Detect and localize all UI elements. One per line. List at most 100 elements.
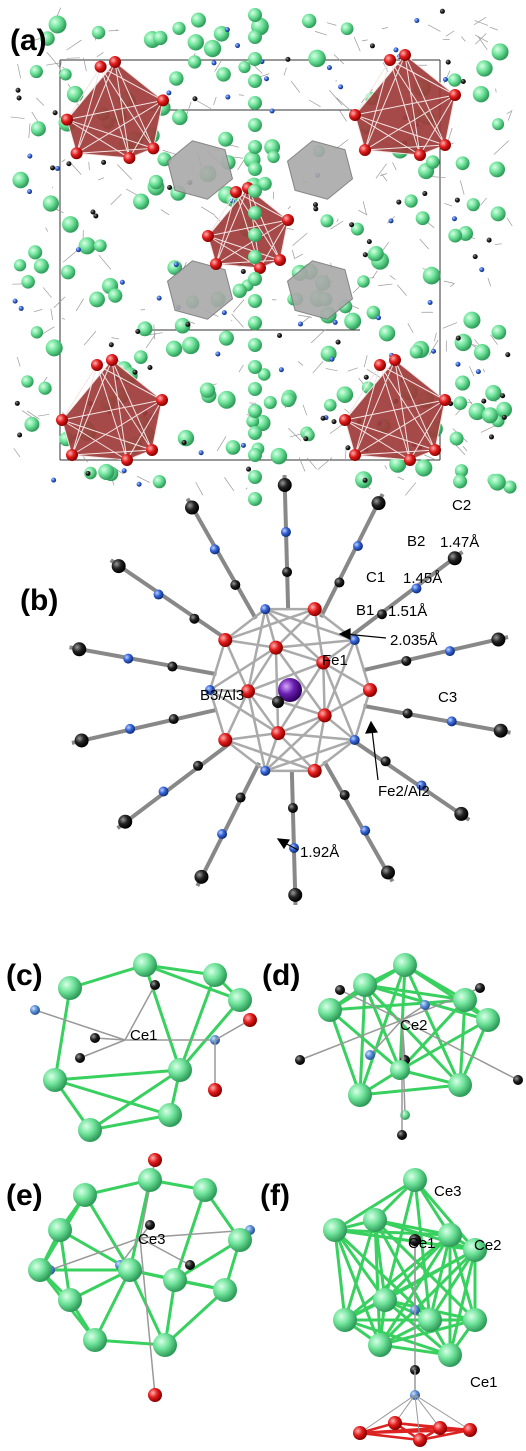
bond-length: 1.45Å xyxy=(403,570,442,587)
atom xyxy=(335,985,345,995)
arrow-head xyxy=(278,839,289,848)
atom xyxy=(133,194,149,210)
atom xyxy=(379,325,395,341)
atom xyxy=(148,1153,162,1167)
atom xyxy=(147,142,159,154)
atom xyxy=(454,807,468,821)
bond xyxy=(340,111,347,122)
atom xyxy=(30,65,43,78)
bond xyxy=(14,448,20,457)
atom xyxy=(230,186,242,198)
atom xyxy=(431,349,436,354)
atom-label: Ce1 xyxy=(408,1235,436,1252)
atom xyxy=(182,337,200,355)
atom xyxy=(277,333,282,338)
atom xyxy=(167,185,172,190)
atom xyxy=(390,1060,410,1080)
atom xyxy=(219,331,234,346)
bond xyxy=(295,254,303,258)
atom xyxy=(134,350,148,364)
atom xyxy=(202,230,214,242)
atom xyxy=(120,280,125,285)
atom xyxy=(157,94,169,106)
bond xyxy=(67,40,82,50)
atom xyxy=(248,30,262,44)
bond xyxy=(261,74,270,77)
atom xyxy=(166,341,182,357)
bond xyxy=(278,733,355,740)
atom xyxy=(357,275,369,287)
atom xyxy=(426,155,440,169)
atom xyxy=(226,440,241,455)
bond xyxy=(378,284,392,286)
atom xyxy=(363,1208,387,1232)
atom xyxy=(78,1118,102,1142)
atom xyxy=(285,57,290,62)
bond xyxy=(232,314,244,327)
atom-label: C3 xyxy=(438,689,457,706)
atom xyxy=(43,195,59,211)
atom xyxy=(323,1218,347,1242)
atom xyxy=(38,382,51,395)
atom xyxy=(93,213,98,218)
bond xyxy=(55,1080,170,1115)
atom xyxy=(448,1073,472,1097)
atom xyxy=(393,47,398,52)
atom-label: Ce2 xyxy=(474,1237,502,1254)
atom xyxy=(455,198,460,203)
bond xyxy=(298,315,312,317)
bond xyxy=(478,36,488,50)
atom xyxy=(282,214,294,226)
atom xyxy=(248,294,262,308)
atom xyxy=(208,1083,222,1097)
bond xyxy=(246,488,248,490)
atom xyxy=(363,252,368,257)
atom xyxy=(156,394,168,406)
atom xyxy=(210,544,220,554)
bond xyxy=(196,482,203,495)
atom xyxy=(248,404,262,418)
bond xyxy=(224,477,234,491)
atom-label: B3/Al3 xyxy=(200,687,244,704)
atom xyxy=(404,454,416,466)
atom xyxy=(153,31,167,45)
bond xyxy=(507,111,511,113)
atom xyxy=(489,474,506,491)
bond xyxy=(214,97,217,105)
bond xyxy=(428,25,440,32)
bond xyxy=(154,324,155,339)
atom xyxy=(353,541,363,551)
atom xyxy=(27,154,32,159)
atom-label: Ce1 xyxy=(130,1027,158,1044)
atom xyxy=(333,320,338,325)
bond xyxy=(196,100,211,108)
bond xyxy=(146,334,155,348)
atom xyxy=(191,13,206,28)
atom xyxy=(476,1008,500,1032)
atom xyxy=(401,656,411,666)
atom xyxy=(193,1178,217,1202)
atom xyxy=(166,90,171,95)
atom xyxy=(439,394,451,406)
atom xyxy=(19,306,24,311)
atom xyxy=(491,325,506,340)
atom xyxy=(158,1103,182,1127)
bond xyxy=(393,162,397,170)
bond-length: 1.92Å xyxy=(300,844,339,861)
bond xyxy=(444,281,454,283)
atom xyxy=(218,391,236,409)
bond xyxy=(46,63,60,65)
atom xyxy=(248,250,262,264)
bond xyxy=(354,37,360,51)
atom-label: Ce3 xyxy=(138,1231,166,1248)
bond xyxy=(197,763,259,886)
bond xyxy=(385,465,387,469)
panel-label: (b) xyxy=(20,584,58,617)
panel-label: (a) xyxy=(10,24,47,57)
bond xyxy=(298,361,303,365)
atom xyxy=(302,14,316,28)
atom xyxy=(321,416,326,421)
atom xyxy=(363,478,368,483)
bond xyxy=(463,446,467,451)
atom xyxy=(14,259,26,271)
